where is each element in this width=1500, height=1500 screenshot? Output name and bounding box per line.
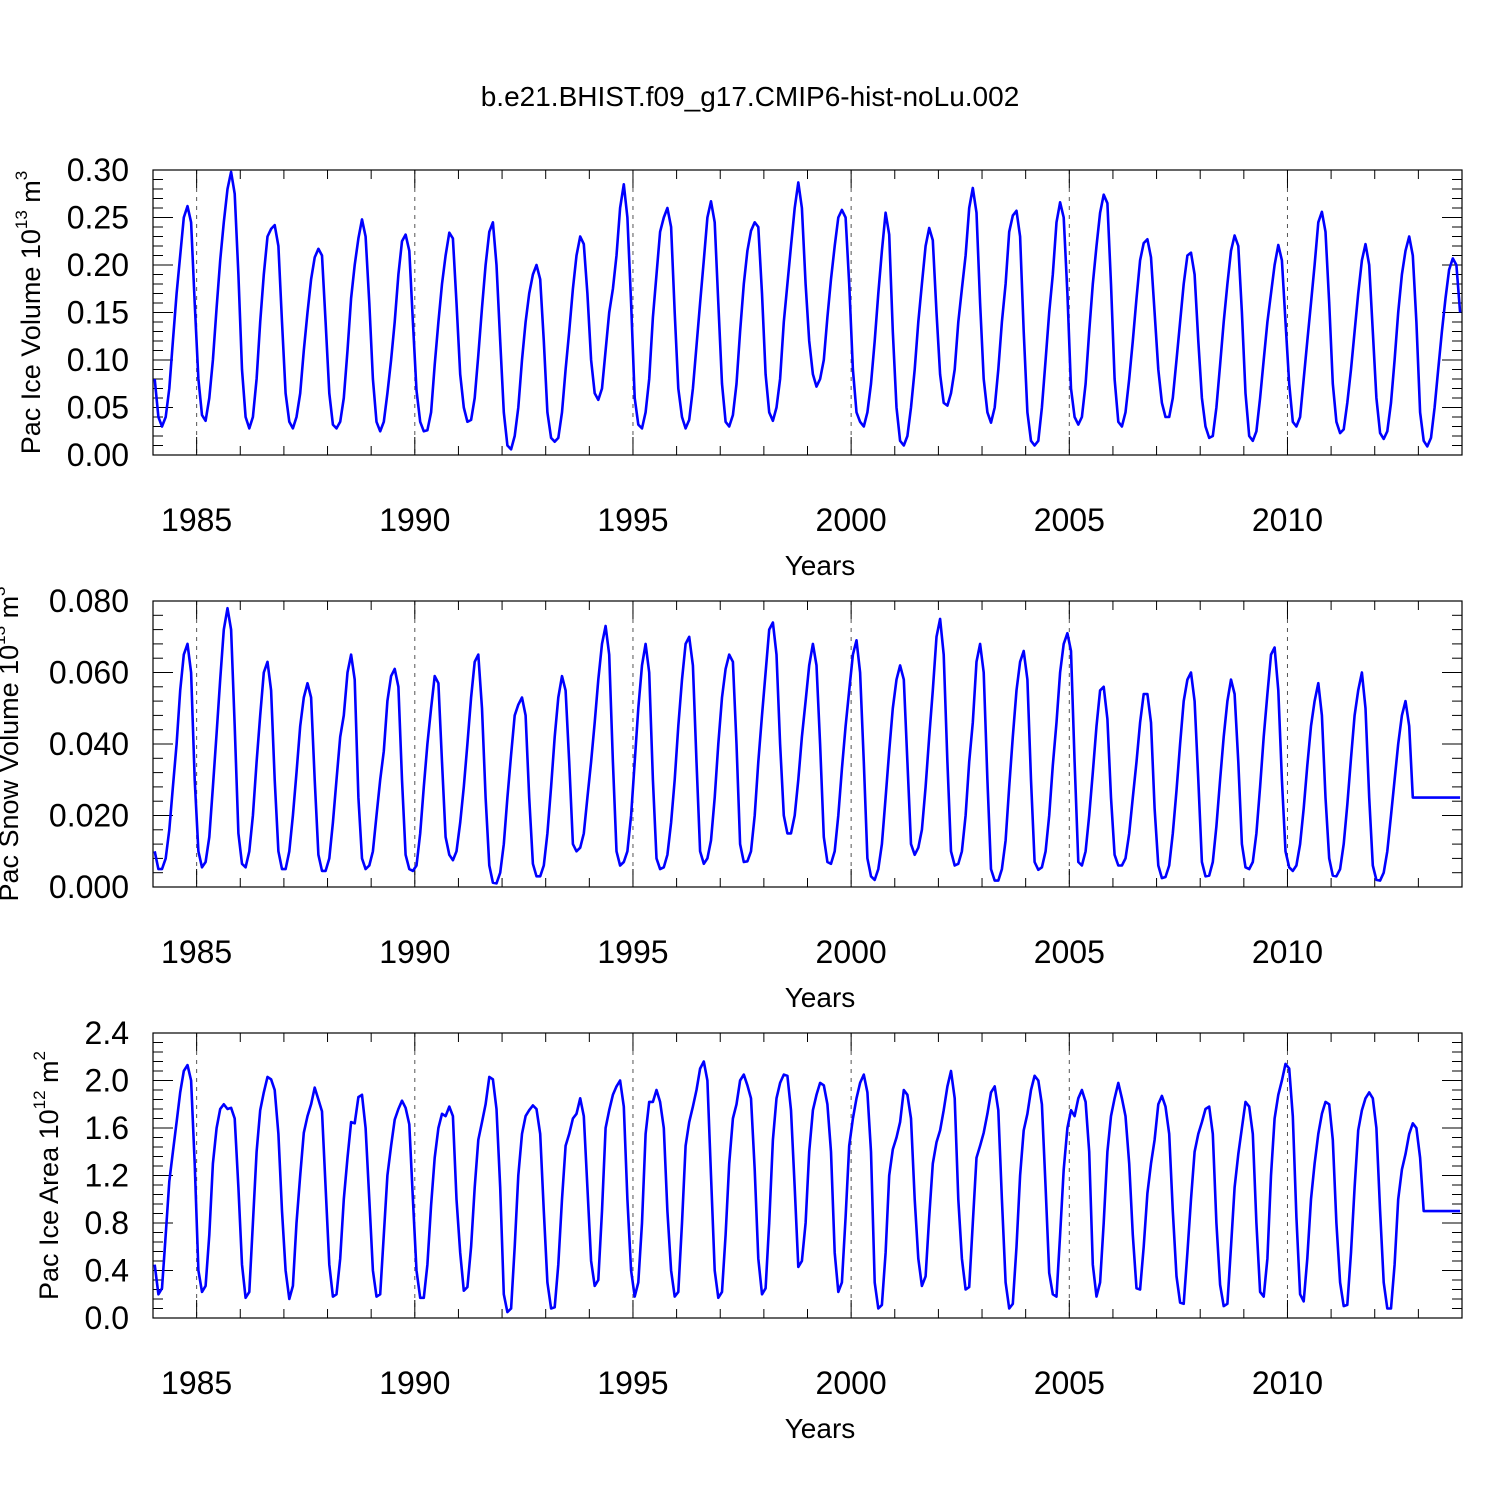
x-tick-label: 2010 <box>1252 1365 1323 1401</box>
panels: 0.00 0.05 0.10 0.15 0.20 0.25 0.30 1985 1990 1995… <box>0 152 1463 1444</box>
y-axis-label-unit: m <box>34 1060 64 1090</box>
y-tick-label: 0.080 <box>49 583 129 619</box>
x-tick-label: 1990 <box>379 502 450 538</box>
y-axis-label-exponent: 13 <box>0 626 9 645</box>
series-line-ice-volume <box>153 170 1462 451</box>
y-tick-label: 0.000 <box>49 869 129 905</box>
x-tick-label: 1985 <box>161 934 232 970</box>
y-tick-label: 1.2 <box>85 1158 129 1194</box>
y-tick-label: 1.6 <box>85 1110 129 1146</box>
chart-title: b.e21.BHIST.f09_g17.CMIP6-hist-noLu.002 <box>481 81 1020 112</box>
y-tick-label: 0.00 <box>67 437 129 473</box>
y-axis-label-unit-exponent: 3 <box>0 586 9 595</box>
x-tick-label: 2005 <box>1034 502 1105 538</box>
x-axis-label: Years <box>785 1413 856 1444</box>
y-tick-label: 0.10 <box>67 342 129 378</box>
x-tick-label: 2000 <box>816 502 887 538</box>
x-tick-label: 1985 <box>161 502 232 538</box>
y-axis-label-exponent: 13 <box>12 210 31 229</box>
y-axis-label: Pac Ice Volume 1013 m3 <box>12 171 46 455</box>
x-tick-label: 1995 <box>597 934 668 970</box>
y-axis-label: Pac Ice Area 1012 m2 <box>30 1051 64 1300</box>
series-line-snow-volume <box>153 606 1461 885</box>
y-tick-label: 0.25 <box>67 200 129 236</box>
y-axis-label-unit-exponent: 2 <box>30 1051 49 1060</box>
y-axis-label-unit: m <box>0 596 24 626</box>
x-axis-label: Years <box>785 982 856 1013</box>
y-tick-label: 0.20 <box>67 247 129 283</box>
plot-frame <box>152 600 1463 888</box>
y-tick-label: 0.30 <box>67 152 129 188</box>
y-tick-label: 0.040 <box>49 726 129 762</box>
y-tick-label: 0.8 <box>85 1205 129 1241</box>
x-axis-label: Years <box>785 550 856 581</box>
series-line-ice-area <box>153 1060 1461 1314</box>
y-tick-label: 2.4 <box>85 1015 129 1051</box>
y-tick-label: 0.05 <box>67 390 129 426</box>
x-tick-label: 1990 <box>379 1365 450 1401</box>
x-tick-label: 2010 <box>1252 934 1323 970</box>
x-tick-label: 1995 <box>597 1365 668 1401</box>
y-axis-label-prefix: Pac Ice Volume 10 <box>16 229 46 454</box>
y-tick-label: 0.0 <box>85 1300 129 1336</box>
x-tick-label: 1985 <box>161 1365 232 1401</box>
panel-ice-volume: 0.00 0.05 0.10 0.15 0.20 0.25 0.30 1985 1990 1995… <box>12 152 1463 581</box>
y-tick-label: 0.4 <box>85 1253 129 1289</box>
x-tick-label: 2000 <box>816 934 887 970</box>
y-tick-label: 0.15 <box>67 295 129 331</box>
x-tick-label: 1990 <box>379 934 450 970</box>
y-tick-label: 0.060 <box>49 655 129 691</box>
y-axis-label: Pac Snow Volume 1013 m3 <box>0 586 24 901</box>
y-tick-label: 0.020 <box>49 798 129 834</box>
x-tick-label: 2005 <box>1034 1365 1105 1401</box>
panel-ice-area: 0.0 0.4 0.8 1.2 1.6 2.0 2.4 1985 1990 1995 2000 200… <box>30 1015 1463 1444</box>
y-axis-label-unit: m <box>16 180 46 210</box>
y-axis-label-exponent: 12 <box>30 1090 49 1109</box>
x-tick-label: 2010 <box>1252 502 1323 538</box>
y-tick-label: 2.0 <box>85 1063 129 1099</box>
x-tick-label: 2005 <box>1034 934 1105 970</box>
x-tick-label: 2000 <box>816 1365 887 1401</box>
panel-snow-volume: 0.000 0.020 0.040 0.060 0.080 1985 1990 1995 200… <box>0 583 1463 1013</box>
y-axis-label-prefix: Pac Snow Volume 10 <box>0 645 24 902</box>
y-axis-label-prefix: Pac Ice Area 10 <box>34 1109 64 1300</box>
y-axis-label-unit-exponent: 3 <box>12 171 31 180</box>
x-tick-label: 1995 <box>597 502 668 538</box>
